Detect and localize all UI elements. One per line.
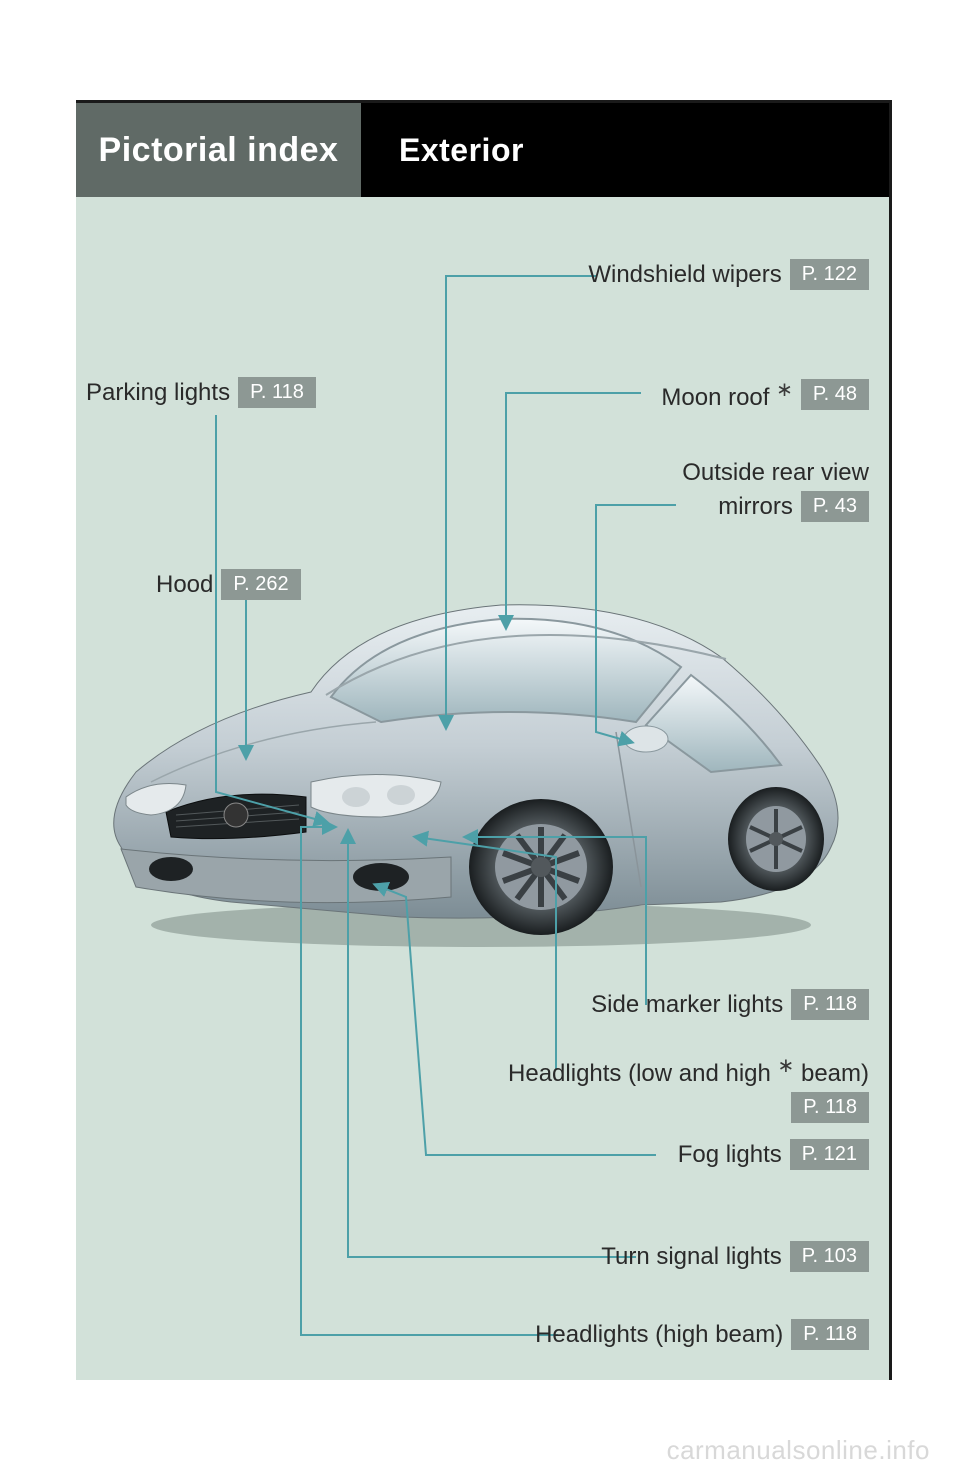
diagram-area: Windshield wipers P. 122 Parking lights … bbox=[76, 197, 889, 1380]
label-text-line1: Outside rear view bbox=[682, 459, 869, 487]
label-sidemarker: Side marker lights P. 118 bbox=[591, 989, 869, 1020]
label-text: Headlights (low and high ∗ beam) bbox=[508, 1053, 869, 1088]
page-ref[interactable]: P. 118 bbox=[791, 989, 869, 1020]
page-ref[interactable]: P. 48 bbox=[801, 379, 869, 410]
label-mirrors: Outside rear view mirrors P. 43 bbox=[682, 459, 869, 522]
label-text: Side marker lights bbox=[591, 991, 783, 1019]
label-text: Windshield wipers bbox=[588, 261, 781, 289]
label-headhigh: Headlights (high beam) P. 118 bbox=[535, 1319, 869, 1350]
label-text: Turn signal lights bbox=[601, 1243, 782, 1271]
label-text: Parking lights bbox=[86, 379, 230, 407]
label-turnsignal: Turn signal lights P. 103 bbox=[601, 1241, 869, 1272]
header-section-title: Pictorial index bbox=[76, 103, 361, 197]
label-text: Moon roof ∗ bbox=[661, 377, 793, 412]
label-wipers: Windshield wipers P. 122 bbox=[588, 259, 869, 290]
page-ref[interactable]: P. 118 bbox=[791, 1319, 869, 1350]
label-text: Hood bbox=[156, 571, 213, 599]
page-ref[interactable]: P. 43 bbox=[801, 491, 869, 522]
car-illustration bbox=[81, 557, 851, 957]
label-text-line2: mirrors bbox=[718, 493, 793, 521]
header-page-title: Exterior bbox=[361, 103, 889, 197]
asterisk-icon: ∗ bbox=[778, 1055, 795, 1077]
page-ref[interactable]: P. 122 bbox=[790, 259, 869, 290]
page-ref[interactable]: P. 121 bbox=[790, 1139, 869, 1170]
page-ref[interactable]: P. 118 bbox=[238, 377, 316, 408]
page-ref[interactable]: P. 103 bbox=[790, 1241, 869, 1272]
page-header: Pictorial index Exterior bbox=[76, 103, 889, 197]
page-ref[interactable]: P. 262 bbox=[221, 569, 300, 600]
page-ref[interactable]: P. 118 bbox=[791, 1092, 869, 1123]
page: Pictorial index Exterior bbox=[76, 100, 892, 1380]
label-headlow: Headlights (low and high ∗ beam) P. 118 bbox=[508, 1053, 869, 1123]
asterisk-icon: ∗ bbox=[776, 379, 793, 401]
label-fog: Fog lights P. 121 bbox=[678, 1139, 869, 1170]
label-text: Fog lights bbox=[678, 1141, 782, 1169]
label-text: Headlights (high beam) bbox=[535, 1321, 783, 1349]
label-parking: Parking lights P. 118 bbox=[86, 377, 316, 408]
watermark: carmanualsonline.info bbox=[667, 1435, 930, 1466]
label-moonroof: Moon roof ∗ P. 48 bbox=[661, 377, 869, 412]
label-hood: Hood P. 262 bbox=[156, 569, 301, 600]
